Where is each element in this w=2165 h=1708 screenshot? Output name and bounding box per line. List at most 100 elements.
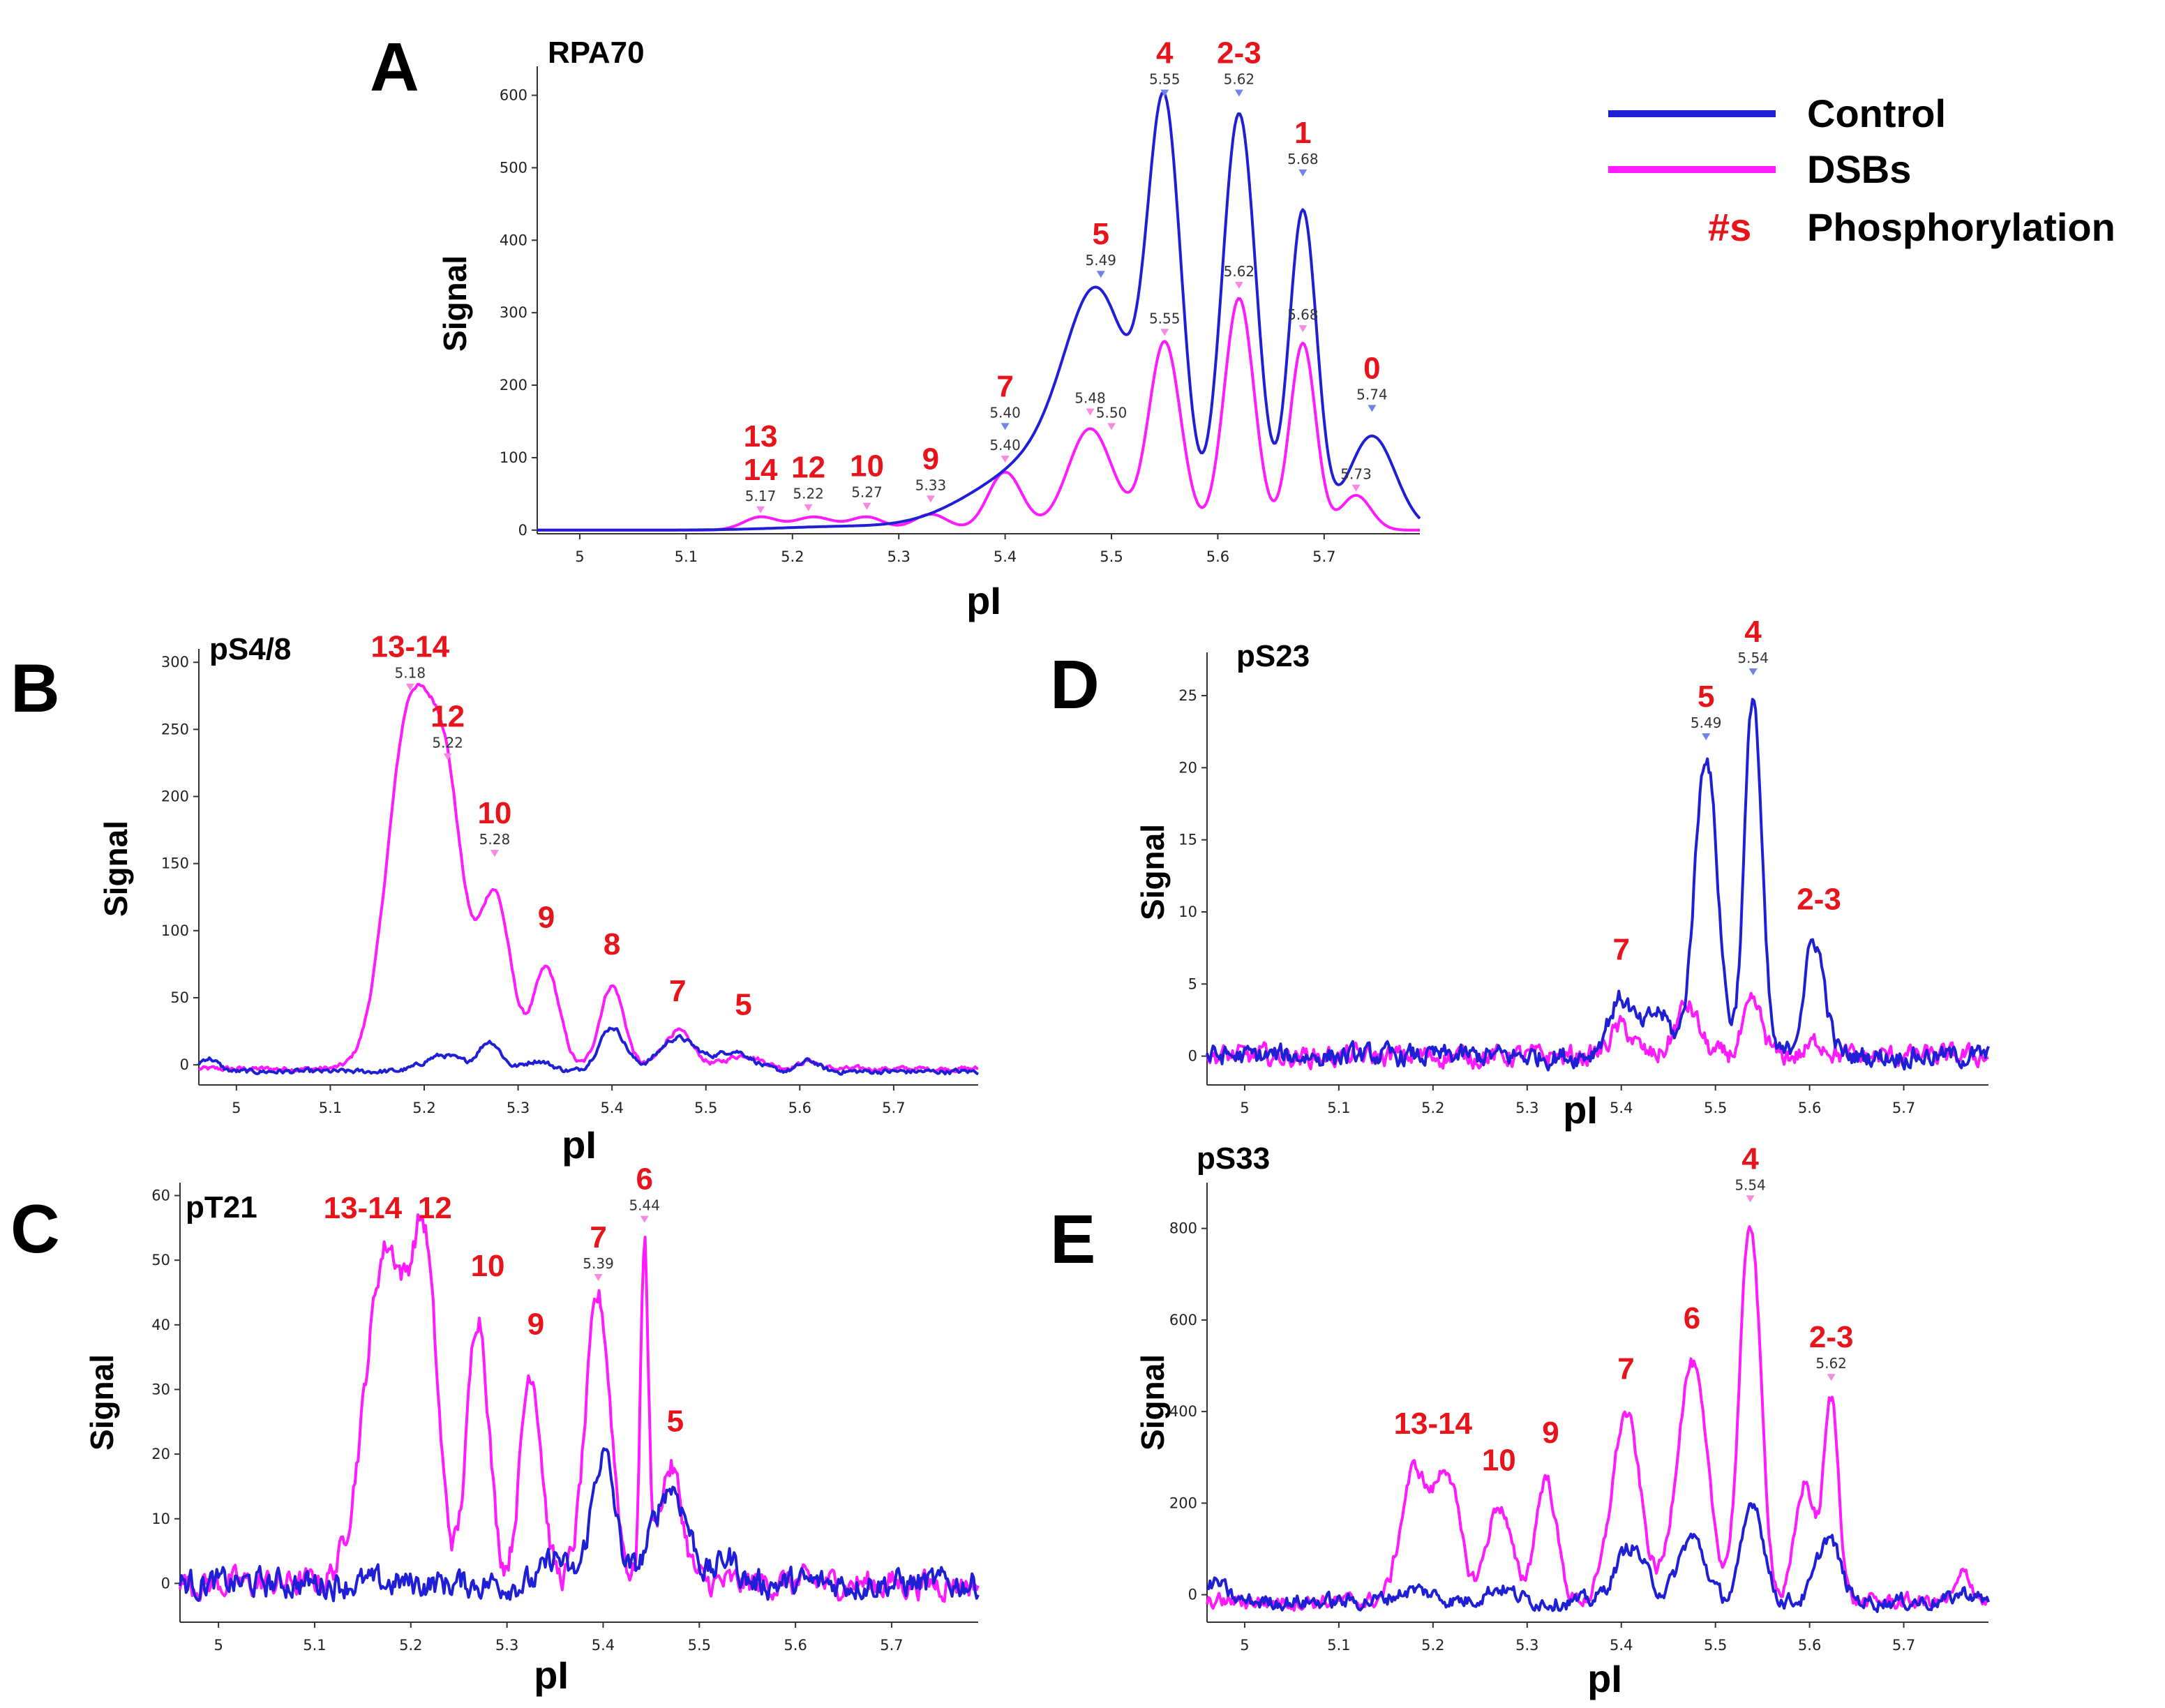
x-tick-label: 5.2 <box>412 1100 435 1116</box>
panel-letter: D <box>1050 646 1100 723</box>
peak-marker <box>405 683 414 691</box>
peak-marker <box>1086 408 1095 416</box>
peak-marker <box>1746 1195 1755 1203</box>
y-tick-label: 60 <box>151 1188 170 1204</box>
y-tick-label: 200 <box>500 377 527 394</box>
y-tick-label: 0 <box>1188 1048 1197 1065</box>
peak-marker <box>1702 733 1711 740</box>
peak-marker <box>1351 484 1361 492</box>
peak-marker <box>1001 423 1010 430</box>
panel-letter: E <box>1050 1201 1095 1278</box>
x-tick-label: 5.7 <box>1892 1637 1915 1654</box>
peak-value-label: 5.55 <box>1149 310 1181 327</box>
x-axis-label: pI <box>966 578 1001 622</box>
peak-value-label: 5.49 <box>1086 252 1117 269</box>
panel-title: pT21 <box>186 1190 257 1224</box>
x-axis-label: pI <box>1587 1656 1622 1700</box>
peak-value-label: 5.40 <box>989 404 1021 421</box>
phospho-label: 13 <box>744 419 778 454</box>
series-line-control <box>197 1026 979 1076</box>
peak-marker <box>594 1273 603 1281</box>
x-tick-label: 5.3 <box>495 1637 518 1654</box>
y-tick-label: 0 <box>1188 1587 1197 1603</box>
y-tick-label: 0 <box>518 522 527 539</box>
phospho-label: 7 <box>590 1220 606 1254</box>
peak-value-label: 5.48 <box>1074 390 1106 407</box>
peak-marker <box>1234 281 1243 289</box>
y-tick-label: 5 <box>1188 975 1197 992</box>
phospho-label: 7 <box>996 369 1013 403</box>
y-tick-label: 0 <box>161 1575 170 1591</box>
x-tick-label: 5.5 <box>688 1637 711 1654</box>
x-tick-label: 5.3 <box>887 548 910 565</box>
x-axis-label: pI <box>562 1123 597 1167</box>
y-tick-label: 20 <box>1178 759 1197 776</box>
panel-letter: B <box>10 650 60 726</box>
x-tick-label: 5.6 <box>1798 1100 1821 1116</box>
peak-value-label: 5.28 <box>479 831 511 848</box>
series-line-control <box>537 91 1421 532</box>
x-tick-label: 5.2 <box>399 1637 422 1654</box>
phospho-label: 14 <box>744 453 778 487</box>
x-tick-label: 5 <box>1240 1637 1249 1654</box>
peak-marker <box>1234 89 1243 97</box>
y-tick-label: 10 <box>1178 904 1197 920</box>
phospho-label: 0 <box>1363 351 1380 385</box>
y-tick-label: 300 <box>161 654 189 671</box>
phospho-label: 12 <box>430 700 465 734</box>
x-tick-label: 5.6 <box>1206 548 1229 565</box>
x-tick-label: 5.4 <box>592 1637 615 1654</box>
phospho-label: 6 <box>636 1162 652 1197</box>
legend-phospho-label: Phosphorylation <box>1807 205 2115 249</box>
y-tick-label: 20 <box>151 1446 170 1462</box>
y-tick-label: 50 <box>170 989 189 1006</box>
x-tick-label: 5.1 <box>303 1637 326 1654</box>
x-tick-label: 5.4 <box>600 1100 623 1116</box>
peak-value-label: 5.68 <box>1287 306 1319 323</box>
peak-value-label: 5.33 <box>915 477 947 493</box>
x-tick-label: 5.3 <box>1515 1100 1538 1116</box>
peak-marker <box>1298 325 1308 333</box>
phospho-label: 10 <box>471 1249 505 1283</box>
peak-marker <box>1107 423 1116 430</box>
phospho-label: 7 <box>1617 1351 1634 1386</box>
x-tick-label: 5.3 <box>507 1100 530 1116</box>
x-tick-label: 5.4 <box>1610 1100 1633 1116</box>
peak-value-label: 5.40 <box>989 437 1021 454</box>
phospho-label: 9 <box>1542 1416 1559 1450</box>
series-line-dsbs <box>179 1213 980 1603</box>
y-tick-label: 100 <box>161 922 189 939</box>
peak-value-label: 5.49 <box>1691 714 1722 731</box>
y-axis-label: Signal <box>98 821 134 917</box>
phospho-label: 12 <box>418 1191 452 1225</box>
y-tick-label: 600 <box>1169 1312 1197 1328</box>
x-tick-label: 5.1 <box>1327 1100 1350 1116</box>
peak-marker <box>1748 668 1758 675</box>
peak-value-label: 5.74 <box>1356 386 1388 403</box>
peak-marker <box>1096 271 1105 278</box>
phospho-label: 7 <box>669 974 686 1008</box>
peak-marker <box>1827 1374 1836 1381</box>
phospho-label: 9 <box>922 442 939 476</box>
y-tick-label: 300 <box>500 304 527 321</box>
y-tick-label: 400 <box>1169 1403 1197 1420</box>
x-tick-label: 5.6 <box>784 1637 807 1654</box>
legend: Control DSBs #s Phosphorylation <box>1608 91 2115 249</box>
phospho-label: 5 <box>1698 680 1714 714</box>
y-tick-label: 15 <box>1178 832 1197 848</box>
x-axis-label: pI <box>1563 1088 1598 1132</box>
phospho-label: 13-14 <box>324 1191 403 1225</box>
peak-marker <box>1368 405 1377 412</box>
peak-value-label: 5.73 <box>1340 466 1372 483</box>
phospho-label: 13-14 <box>371 630 450 664</box>
y-tick-label: 0 <box>180 1056 189 1073</box>
series-line-dsbs <box>1206 1225 1990 1612</box>
peak-value-label: 5.18 <box>395 665 426 682</box>
peak-marker <box>1001 456 1010 463</box>
panel-letter: A <box>370 29 419 105</box>
peak-value-label: 5.17 <box>745 488 777 504</box>
series-line-dsbs <box>537 297 1420 532</box>
